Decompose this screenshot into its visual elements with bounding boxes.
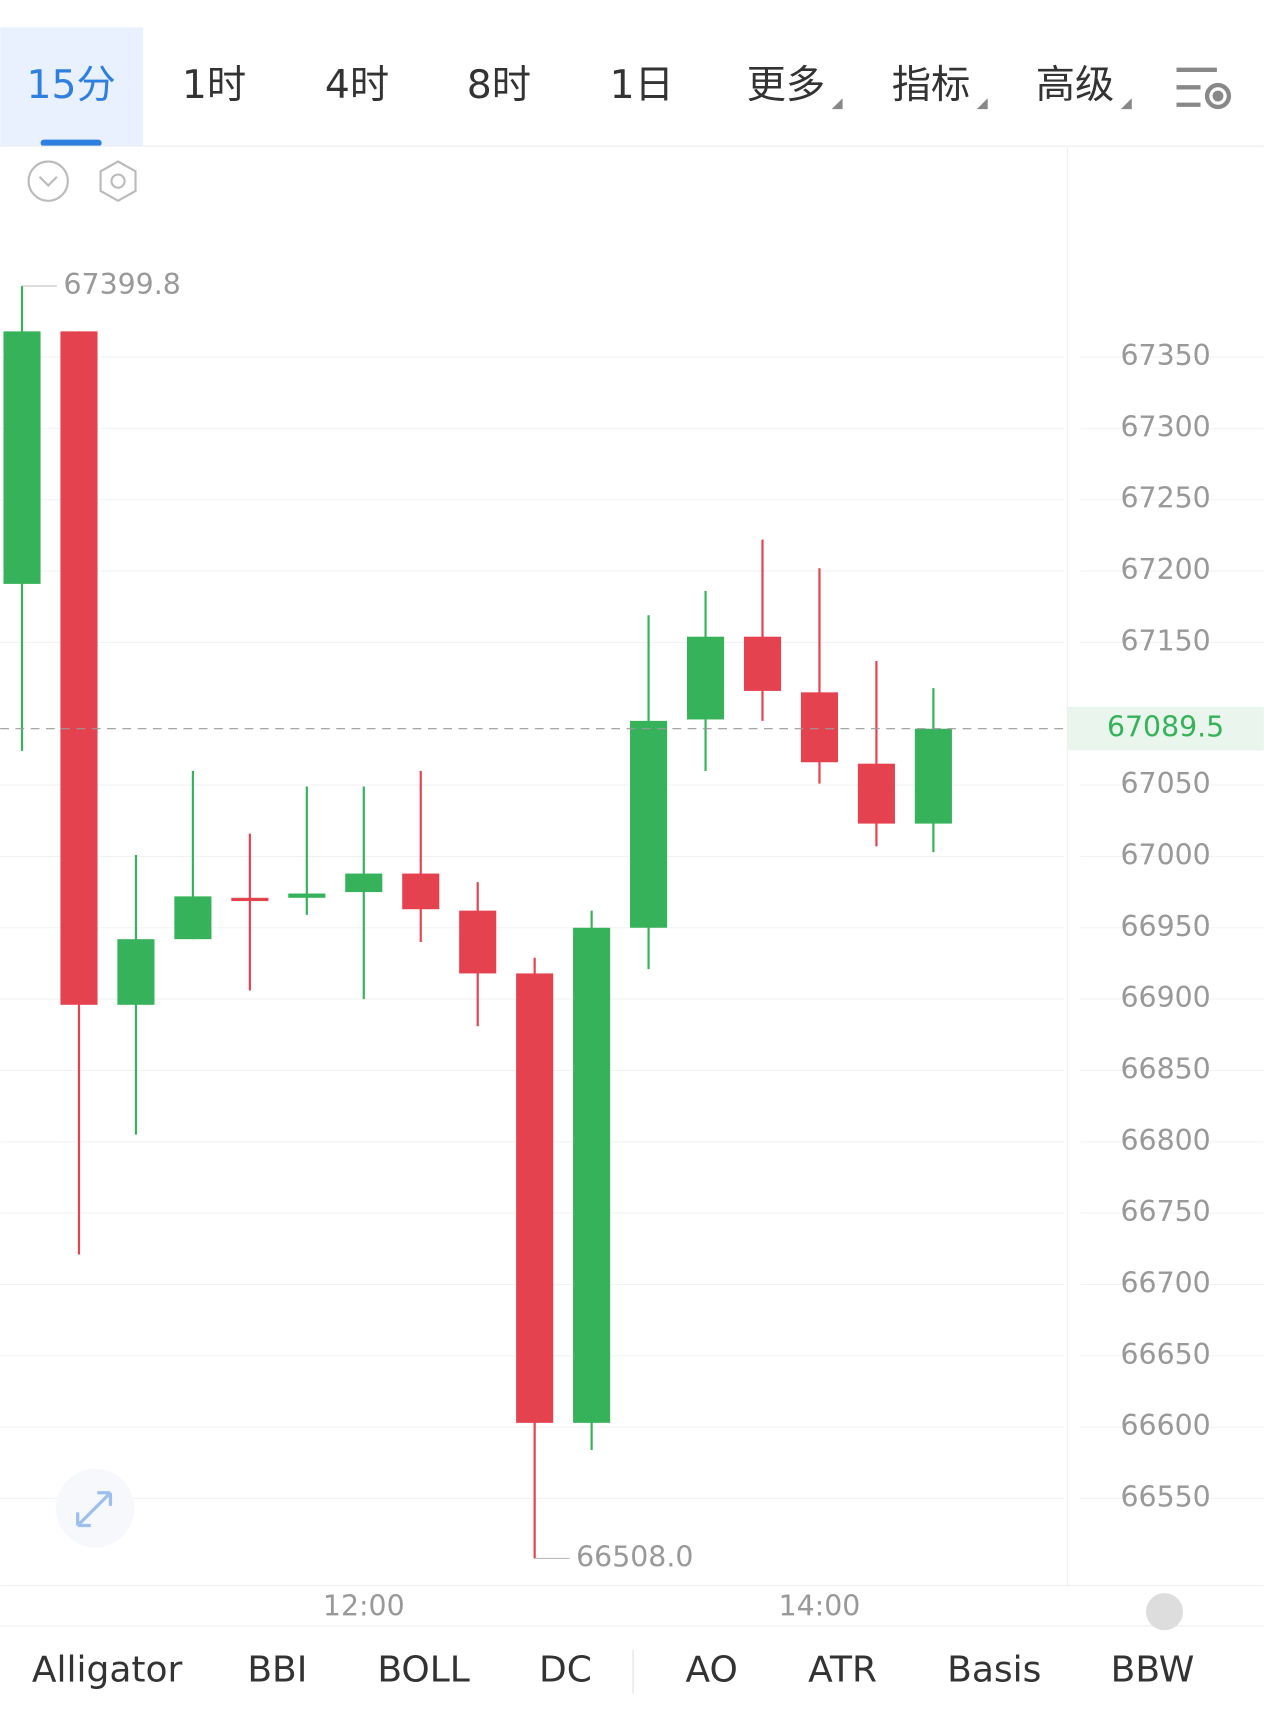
candle-body: [573, 927, 611, 1423]
tab-highlight: [0, 27, 144, 147]
tab[interactable]: 1日: [610, 63, 674, 108]
tab[interactable]: 指标: [892, 63, 971, 108]
x-tick-label: 12:00: [323, 1589, 405, 1622]
candle-body: [117, 939, 155, 1005]
candle-body: [60, 331, 98, 1005]
y-tick-label: 66950: [1120, 910, 1210, 943]
y-tick-label: 66800: [1120, 1124, 1210, 1157]
candle-body: [3, 331, 41, 584]
settings-icon[interactable]: [1176, 67, 1232, 110]
tab[interactable]: 15分: [27, 63, 116, 108]
y-tick-label: 66600: [1120, 1409, 1210, 1442]
indicator-tab[interactable]: BBI: [247, 1650, 307, 1691]
y-tick-label: 67150: [1120, 624, 1210, 657]
tab[interactable]: 高级: [1036, 63, 1115, 108]
last-price-label: 67089.5: [1107, 711, 1224, 744]
settings-hex-dot: [110, 173, 126, 189]
chart: 66550 66600 66650 66700 66750 66800 66850 66900…: [0, 268, 1264, 1622]
indicator-tab[interactable]: BOLL: [377, 1650, 470, 1691]
y-tick-label: 66550: [1120, 1480, 1210, 1513]
annotation: 66508.0: [576, 1540, 693, 1573]
y-tick-label: 67250: [1120, 482, 1210, 515]
tab-bar: 15分 1时 4时 8时 1日 更多 指标 高级: [0, 27, 1132, 147]
y-tick-label: 66900: [1120, 981, 1210, 1014]
tab[interactable]: 4时: [325, 63, 389, 108]
candle-body: [231, 897, 269, 902]
indicator-tab[interactable]: BBW: [1111, 1650, 1195, 1691]
candle-body: [459, 910, 497, 974]
tab[interactable]: 8时: [467, 63, 531, 108]
indicator-tab[interactable]: AO: [685, 1650, 737, 1691]
settings-hex[interactable]: [99, 160, 137, 203]
y-tick-label: 67350: [1120, 339, 1210, 372]
y-tick-label: 67300: [1120, 410, 1210, 443]
indicator-tab[interactable]: ATR: [808, 1650, 877, 1691]
annotation: 67399.8: [63, 268, 180, 301]
y-tick-label: 66700: [1120, 1266, 1210, 1299]
collapse-chevron: [38, 176, 58, 188]
candle-body: [630, 720, 668, 928]
candle-body: [743, 636, 782, 691]
y-tick-label: 66750: [1120, 1195, 1210, 1228]
y-tick-label: 66650: [1120, 1338, 1210, 1371]
candle-body: [857, 763, 895, 824]
indicator-tab[interactable]: Alligator: [32, 1650, 183, 1691]
candle-body: [174, 896, 212, 940]
indicator-bar: Alligator BBI BOLL DC AO ATR Basis BBW: [32, 1650, 1194, 1691]
last-price-box: [1067, 706, 1264, 751]
x-tick-label: 14:00: [779, 1589, 861, 1622]
y-tick-label: 67000: [1120, 838, 1210, 871]
collapse-icon[interactable]: [27, 160, 69, 202]
tab[interactable]: 更多: [747, 63, 826, 108]
y-tick-label: 67200: [1120, 553, 1210, 586]
indicator-tab[interactable]: Basis: [947, 1650, 1041, 1691]
candle-body: [686, 636, 725, 720]
candle-body: [288, 893, 326, 898]
indicator-tab[interactable]: DC: [539, 1650, 592, 1691]
tab-underline: [40, 139, 102, 147]
fullscreen-icon: [76, 1491, 113, 1528]
candle-body: [516, 973, 554, 1423]
dropdown-marker: [976, 98, 988, 110]
candle-body: [800, 692, 839, 763]
y-tick-label: 66850: [1120, 1052, 1210, 1085]
k-button[interactable]: [1145, 1593, 1184, 1631]
candle-body: [345, 873, 383, 893]
candle-body: [914, 728, 952, 824]
tab[interactable]: 1时: [182, 63, 246, 108]
dropdown-marker: [1120, 98, 1132, 110]
y-tick-label: 67050: [1120, 767, 1210, 800]
candle-body: [402, 873, 440, 910]
